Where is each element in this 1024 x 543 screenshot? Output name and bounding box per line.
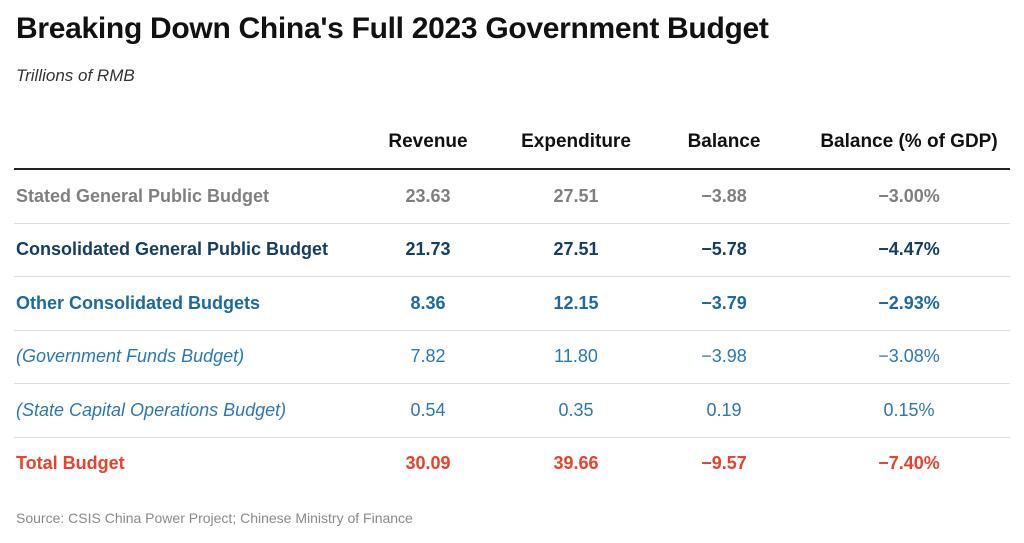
table-row-other-consolidated-budgets: Other Consolidated Budgets 8.36 12.15 −3… <box>14 277 1010 331</box>
revenue-value: 0.54 <box>410 399 446 420</box>
expenditure-value: 12.15 <box>553 292 599 313</box>
revenue-value: 7.82 <box>410 346 446 367</box>
row-label: Total Budget <box>16 453 125 474</box>
balance-pct-gdp-value: −4.47% <box>878 239 940 260</box>
balance-value: −3.79 <box>701 292 747 313</box>
expenditure-value: 11.80 <box>554 346 598 367</box>
table-header-row: Revenue Expenditure Balance Balance (% o… <box>14 112 1010 170</box>
expenditure-value: 27.51 <box>553 185 599 206</box>
revenue-value: 23.63 <box>405 185 451 206</box>
balance-value: −5.78 <box>701 239 747 260</box>
header-expenditure: Expenditure <box>521 131 631 152</box>
row-label: Stated General Public Budget <box>16 185 270 206</box>
source-note: Source: CSIS China Power Project; Chines… <box>16 510 413 526</box>
balance-value: −3.98 <box>701 346 747 367</box>
balance-value: −3.88 <box>701 185 747 206</box>
budget-table: Revenue Expenditure Balance Balance (% o… <box>14 112 1010 490</box>
balance-pct-gdp-value: −7.40% <box>878 453 940 474</box>
table-row-government-funds-budget: (Government Funds Budget) 7.82 11.80 −3.… <box>14 331 1010 384</box>
balance-value: −9.57 <box>701 453 747 474</box>
expenditure-value: 27.51 <box>553 239 599 260</box>
revenue-value: 30.09 <box>405 453 451 474</box>
revenue-value: 8.36 <box>410 292 446 313</box>
row-label: (Government Funds Budget) <box>16 346 245 367</box>
expenditure-value: 39.66 <box>553 453 599 474</box>
row-label: (State Capital Operations Budget) <box>16 399 287 420</box>
header-label-column <box>16 112 386 170</box>
table-row-stated-general-public-budget: Stated General Public Budget 23.63 27.51… <box>14 170 1010 224</box>
chart-title: Breaking Down China's Full 2023 Governme… <box>16 12 769 45</box>
balance-pct-gdp-value: −3.00% <box>878 185 940 206</box>
table-row-state-capital-operations-budget: (State Capital Operations Budget) 0.54 0… <box>14 384 1010 438</box>
balance-value: 0.19 <box>706 399 742 420</box>
header-balance-pct-gdp: Balance (% of GDP) <box>820 131 998 152</box>
revenue-value: 21.73 <box>405 239 451 260</box>
row-label: Other Consolidated Budgets <box>16 292 261 313</box>
chart-subtitle: Trillions of RMB <box>16 66 135 85</box>
balance-pct-gdp-value: 0.15% <box>883 399 935 420</box>
balance-pct-gdp-value: −3.08% <box>878 346 940 367</box>
header-balance: Balance <box>687 131 761 152</box>
expenditure-value: 0.35 <box>558 399 594 420</box>
table-row-consolidated-general-public-budget: Consolidated General Public Budget 21.73… <box>14 224 1010 277</box>
row-label: Consolidated General Public Budget <box>16 239 329 260</box>
header-revenue: Revenue <box>388 131 468 152</box>
balance-pct-gdp-value: −2.93% <box>878 292 940 313</box>
table-row-total-budget: Total Budget 30.09 39.66 −9.57 −7.40% <box>14 438 1010 491</box>
